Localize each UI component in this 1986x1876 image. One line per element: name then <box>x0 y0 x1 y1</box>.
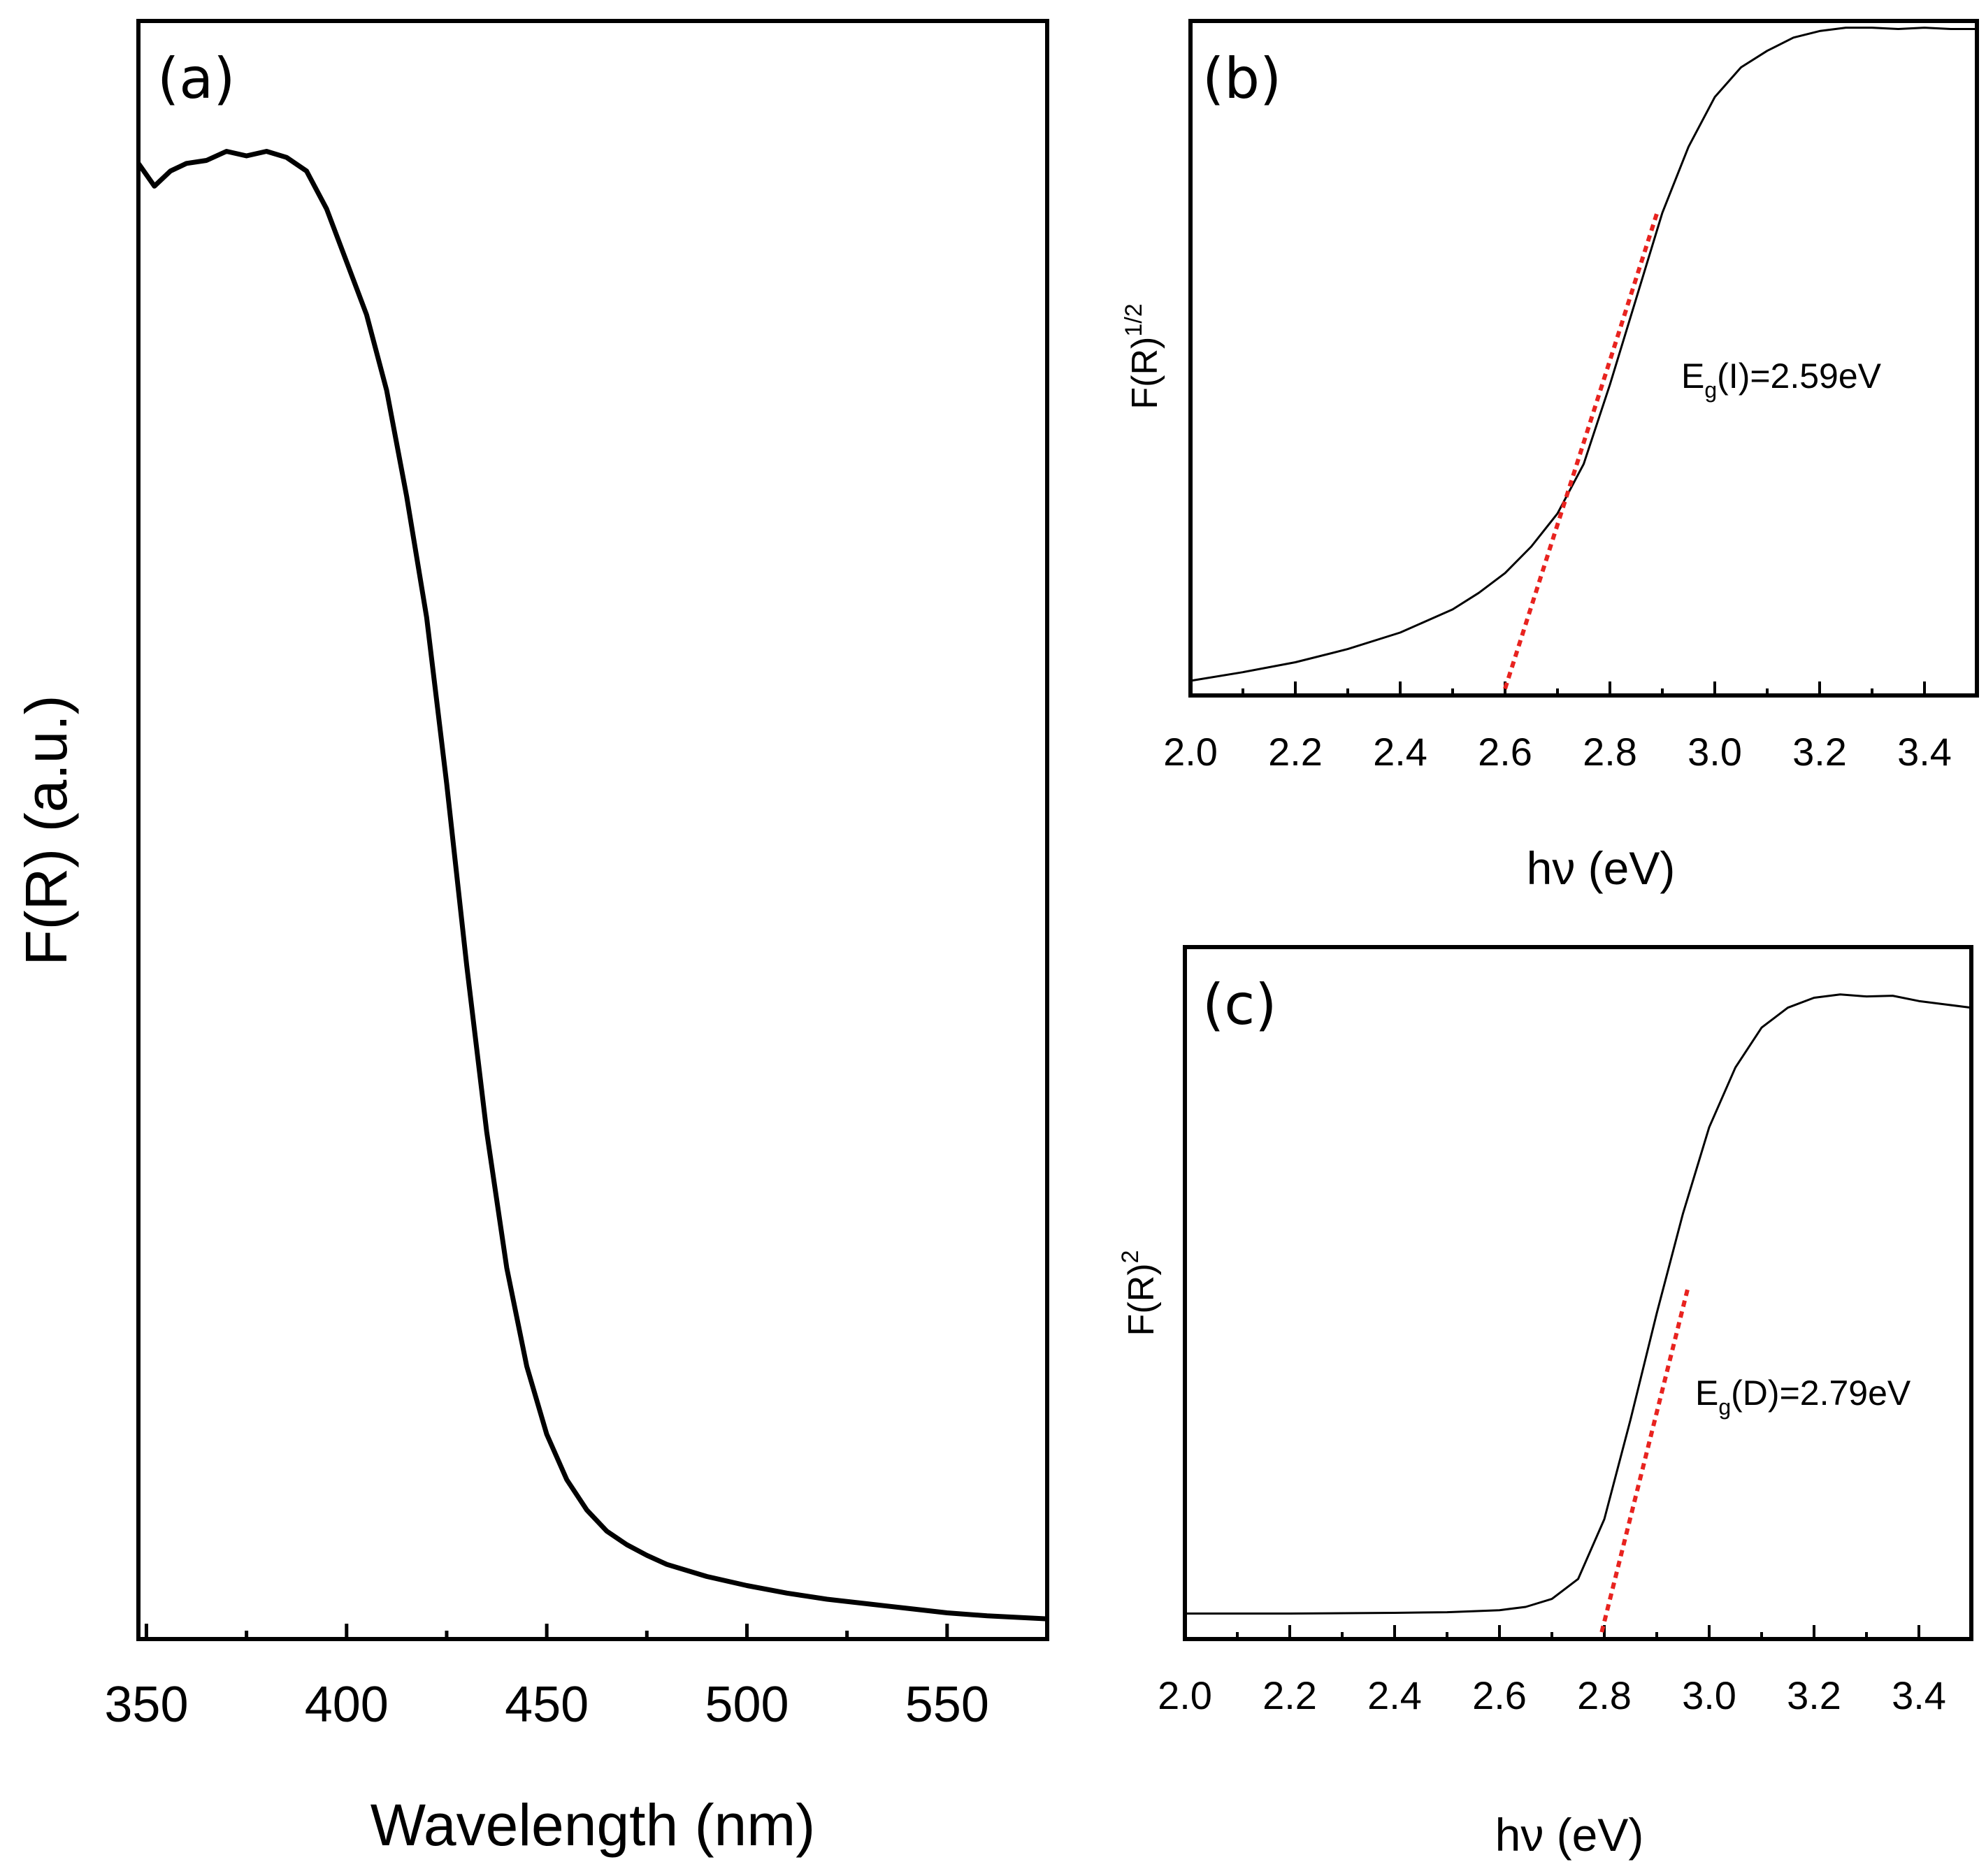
x-axis-label-c: hν (eV) <box>1495 1809 1644 1861</box>
svg-text:F(R)2: F(R)2 <box>1117 1250 1162 1336</box>
x-tick-label: 2.2 <box>1268 730 1323 774</box>
x-tick-label: 2.4 <box>1367 1673 1422 1717</box>
x-tick-label: 450 <box>505 1677 589 1733</box>
x-tick-label: 2.4 <box>1373 730 1427 774</box>
x-tick-labels-c: 2.0 2.2 2.4 2.6 2.8 3.0 3.2 3.4 <box>1158 1673 1946 1717</box>
x-tick-label: 500 <box>705 1677 789 1733</box>
panel-label-a: (a) <box>157 46 235 111</box>
x-tick-label: 2.6 <box>1478 730 1532 774</box>
x-tick-label: 2.0 <box>1158 1673 1212 1717</box>
x-tick-label: 3.4 <box>1892 1673 1946 1717</box>
x-tick-label: 3.2 <box>1787 1673 1841 1717</box>
x-ticks-a <box>144 1624 1049 1639</box>
x-tick-label: 400 <box>305 1677 389 1733</box>
series-line-a <box>136 149 1048 1622</box>
bandgap-annotation-c-rest: (D)=2.79eV <box>1731 1373 1911 1413</box>
fit-line-c <box>1599 1286 1690 1633</box>
bandgap-annotation-b-rest: (I)=2.59eV <box>1717 356 1882 396</box>
panel-b: 2.0 2.2 2.4 2.6 2.8 3.0 3.2 3.4 (b) hν (eV) F(R… <box>1121 19 1979 894</box>
plot-frame-a <box>136 19 1049 1641</box>
series-line-c <box>1185 993 1972 1615</box>
plot-frame-c <box>1183 945 1973 1641</box>
x-axis-label-a: Wavelength (nm) <box>370 1792 815 1858</box>
bandgap-annotation-c-sub: g <box>1718 1394 1731 1420</box>
plot-frame-b <box>1188 19 1979 698</box>
fit-line-b <box>1503 212 1660 690</box>
x-tick-label: 2.8 <box>1577 1673 1632 1717</box>
x-tick-labels-a: 350 400 450 500 550 <box>104 1677 989 1733</box>
y-axis-label-b-main: F(R) <box>1125 337 1165 410</box>
x-tick-label: 3.2 <box>1792 730 1847 774</box>
x-axis-label-b: hν (eV) <box>1527 842 1676 894</box>
bandgap-annotation-b: Eg(I)=2.59eV <box>1681 356 1882 403</box>
y-axis-label-c-main: F(R) <box>1121 1263 1162 1336</box>
x-ticks-b <box>1189 681 1978 695</box>
x-tick-label: 2.6 <box>1472 1673 1527 1717</box>
x-tick-label: 2.2 <box>1262 1673 1317 1717</box>
series-line-b <box>1190 27 1977 682</box>
x-tick-label: 3.4 <box>1897 730 1952 774</box>
panel-label-c: (c) <box>1202 972 1276 1037</box>
bandgap-annotation-b-sub: g <box>1704 377 1717 403</box>
panel-c: 2.0 2.2 2.4 2.6 2.8 3.0 3.2 3.4 (c) hν (eV) F(R… <box>1117 945 1973 1861</box>
bandgap-annotation-c-main: E <box>1695 1373 1718 1413</box>
bandgap-annotation-c: Eg(D)=2.79eV <box>1695 1373 1911 1420</box>
panel-label-b: (b) <box>1202 46 1281 111</box>
x-tick-label: 2.0 <box>1163 730 1218 774</box>
y-axis-label-c-sup: 2 <box>1117 1250 1144 1264</box>
x-tick-label: 350 <box>104 1677 188 1733</box>
y-axis-label-c: F(R)2 <box>1117 1250 1162 1336</box>
x-tick-label: 3.0 <box>1688 730 1742 774</box>
x-tick-label: 550 <box>905 1677 989 1733</box>
svg-text:F(R)1/2: F(R)1/2 <box>1121 303 1165 409</box>
y-axis-label-b-sup: 1/2 <box>1121 303 1147 336</box>
panel-a: 350 400 450 500 550 (a) Wavelength (nm) F(R)… <box>13 19 1049 1858</box>
bandgap-annotation-b-main: E <box>1681 356 1704 396</box>
y-axis-label-b: F(R)1/2 <box>1121 303 1165 409</box>
x-tick-label: 3.0 <box>1682 1673 1736 1717</box>
x-tick-labels-b: 2.0 2.2 2.4 2.6 2.8 3.0 3.2 3.4 <box>1163 730 1952 774</box>
y-axis-label-a: F(R) (a.u.) <box>13 695 79 965</box>
x-tick-label: 2.8 <box>1583 730 1637 774</box>
